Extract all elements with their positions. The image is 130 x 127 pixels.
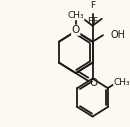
Text: O: O: [72, 25, 80, 35]
Text: O: O: [72, 25, 80, 35]
Text: OH: OH: [110, 30, 125, 40]
Text: F: F: [87, 17, 93, 26]
Text: O: O: [89, 78, 97, 88]
Text: F: F: [93, 17, 98, 26]
Text: CH₃: CH₃: [67, 11, 84, 20]
Text: CH₃: CH₃: [114, 78, 130, 87]
Text: F: F: [90, 1, 95, 10]
